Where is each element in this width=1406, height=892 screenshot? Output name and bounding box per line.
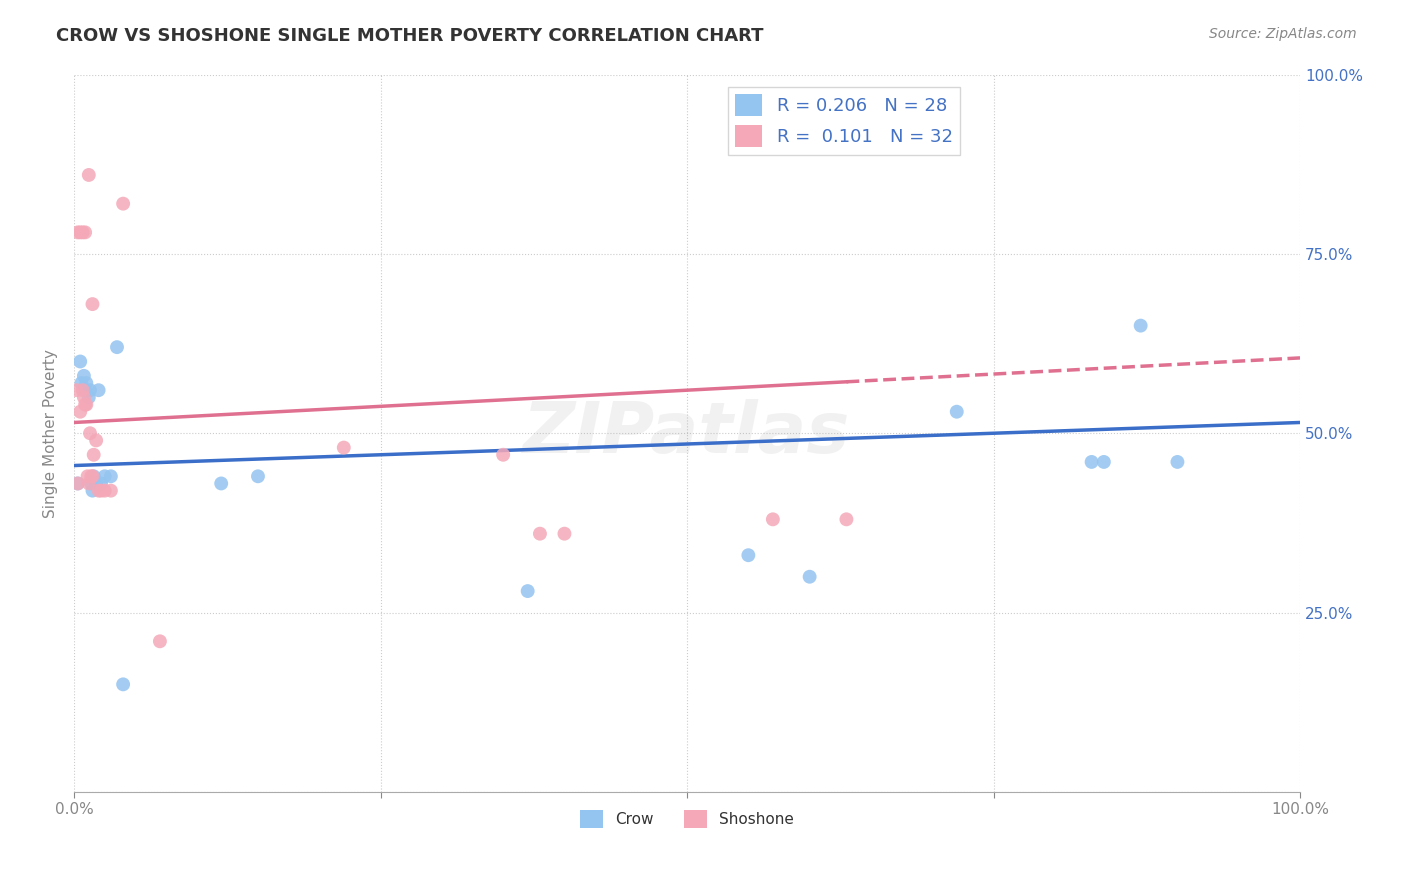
Point bbox=[75, 398, 97, 412]
Point bbox=[492, 448, 515, 462]
Point bbox=[149, 634, 172, 648]
Point bbox=[553, 526, 575, 541]
Point bbox=[1166, 455, 1188, 469]
Point bbox=[75, 225, 97, 239]
Point bbox=[1129, 318, 1152, 333]
Point bbox=[762, 512, 785, 526]
Point bbox=[66, 476, 89, 491]
Point bbox=[84, 434, 107, 448]
Point bbox=[105, 340, 128, 354]
Point bbox=[112, 677, 135, 691]
Point bbox=[69, 405, 91, 419]
Point bbox=[82, 297, 104, 311]
Point bbox=[76, 469, 98, 483]
Point bbox=[93, 483, 115, 498]
Point bbox=[1080, 455, 1102, 469]
Point bbox=[75, 383, 97, 397]
Point bbox=[112, 196, 135, 211]
Text: CROW VS SHOSHONE SINGLE MOTHER POVERTY CORRELATION CHART: CROW VS SHOSHONE SINGLE MOTHER POVERTY C… bbox=[56, 27, 763, 45]
Point bbox=[83, 469, 105, 483]
Point bbox=[333, 441, 356, 455]
Point bbox=[79, 383, 101, 397]
Point bbox=[77, 476, 100, 491]
Point bbox=[1092, 455, 1115, 469]
Point bbox=[77, 168, 100, 182]
Point bbox=[73, 390, 96, 404]
Point bbox=[82, 483, 104, 498]
Point bbox=[93, 469, 115, 483]
Point bbox=[799, 570, 821, 584]
Point bbox=[79, 426, 101, 441]
Point bbox=[66, 476, 89, 491]
Point bbox=[83, 448, 105, 462]
Point bbox=[90, 483, 112, 498]
Point bbox=[84, 476, 107, 491]
Point bbox=[516, 584, 538, 599]
Text: ZIPatlas: ZIPatlas bbox=[523, 399, 851, 467]
Point bbox=[209, 476, 232, 491]
Point bbox=[529, 526, 551, 541]
Point bbox=[69, 225, 91, 239]
Point bbox=[90, 476, 112, 491]
Point bbox=[69, 354, 91, 368]
Point bbox=[66, 225, 89, 239]
Point bbox=[87, 483, 110, 498]
Text: Source: ZipAtlas.com: Source: ZipAtlas.com bbox=[1209, 27, 1357, 41]
Point bbox=[72, 383, 94, 397]
Point bbox=[100, 483, 122, 498]
Legend: Crow, Shoshone: Crow, Shoshone bbox=[574, 804, 800, 835]
Point bbox=[835, 512, 858, 526]
Point bbox=[945, 405, 967, 419]
Point bbox=[72, 225, 94, 239]
Point bbox=[80, 476, 103, 491]
Point bbox=[82, 469, 104, 483]
Point bbox=[87, 383, 110, 397]
Point bbox=[65, 383, 87, 397]
Point bbox=[100, 469, 122, 483]
Point bbox=[75, 398, 97, 412]
Point bbox=[73, 368, 96, 383]
Point bbox=[80, 469, 103, 483]
Point bbox=[77, 390, 100, 404]
Point bbox=[70, 376, 93, 390]
Point bbox=[737, 548, 759, 562]
Point bbox=[246, 469, 269, 483]
Y-axis label: Single Mother Poverty: Single Mother Poverty bbox=[44, 349, 58, 517]
Point bbox=[75, 376, 97, 390]
